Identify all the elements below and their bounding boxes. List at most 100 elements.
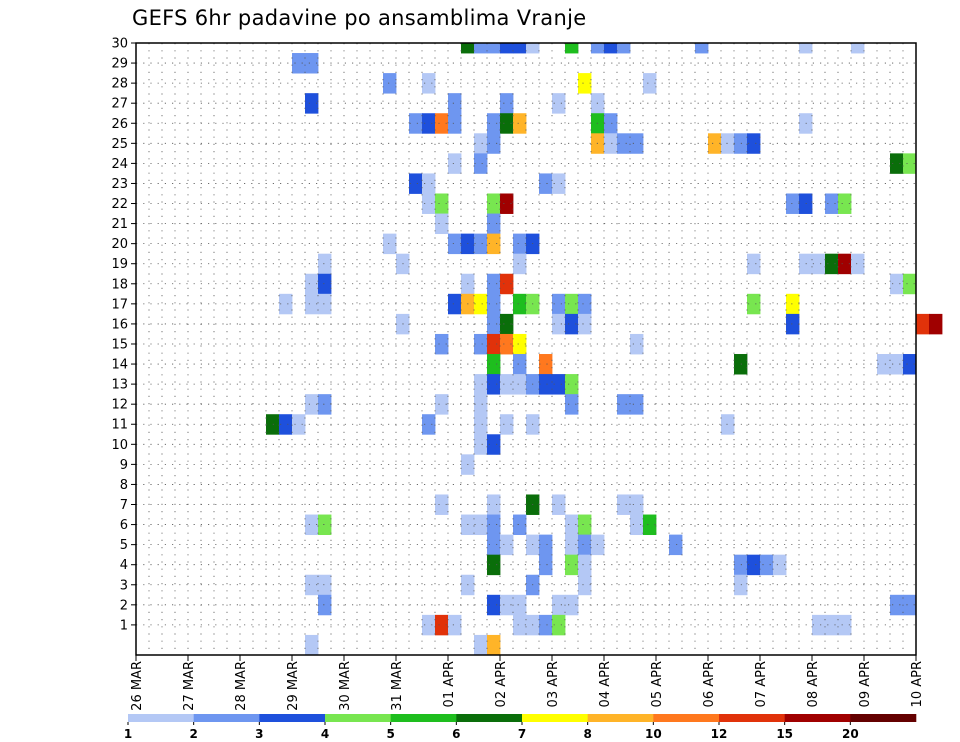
x-axis-ticks: 26 MAR 27 MAR 28 MAR 29 MAR 30 MAR 31 MAR 01 A… — [130, 655, 925, 711]
heatmap-cell — [435, 213, 449, 235]
heatmap-cell — [786, 313, 800, 335]
heatmap-cell — [565, 514, 579, 536]
colorbar-legend: 1 2 3 4 5 6 7 8 10 12 15 20 — [124, 714, 917, 741]
colorbar-swatch — [850, 714, 917, 722]
heatmap-cell — [617, 494, 631, 515]
colorbar-swatch — [522, 714, 588, 722]
heatmap-cell — [539, 173, 553, 194]
heatmap-cell — [630, 394, 644, 415]
heatmap-cell — [552, 614, 566, 636]
heatmap-cell — [617, 394, 631, 415]
x-tick-label: 31 MAR — [390, 661, 405, 711]
heatmap-cell — [903, 594, 917, 616]
heatmap-cell — [578, 554, 592, 576]
heatmap-cell — [474, 293, 488, 315]
y-tick-label: 4 — [120, 558, 128, 573]
heatmap-cell — [565, 313, 579, 335]
y-tick-label: 12 — [111, 398, 128, 413]
x-tick-label: 02 APR — [494, 661, 509, 707]
heatmap-cell — [448, 153, 462, 174]
colorbar-swatch — [784, 714, 851, 722]
heatmap-cell — [305, 394, 319, 415]
x-tick-label: 10 APR — [910, 661, 925, 707]
colorbar-swatch — [653, 714, 720, 722]
heatmap-cell — [747, 133, 761, 154]
colorbar-swatch — [325, 714, 391, 722]
heatmap-cell — [305, 93, 319, 114]
heatmap-cell — [487, 554, 501, 576]
heatmap-cell — [903, 153, 917, 174]
heatmap-cell — [487, 133, 501, 154]
y-tick-label: 24 — [111, 157, 128, 172]
x-tick-label: 01 APR — [442, 661, 457, 707]
heatmap-cell — [435, 193, 449, 214]
y-tick-label: 14 — [111, 358, 128, 373]
heatmap-cell — [604, 133, 618, 154]
heatmap-cell — [565, 594, 579, 616]
heatmap-cell — [617, 133, 631, 154]
heatmap-cell — [318, 394, 332, 415]
heatmap-cell — [500, 313, 514, 335]
y-tick-label: 7 — [120, 498, 128, 513]
heatmap-cell — [578, 73, 592, 94]
heatmap-cell — [292, 414, 306, 435]
heatmap-cell — [487, 514, 501, 536]
heatmap-cell — [851, 253, 865, 275]
heatmap-cell — [539, 354, 553, 375]
heatmap-cell — [500, 93, 514, 114]
y-tick-label: 28 — [111, 77, 128, 92]
heatmap-cell — [487, 43, 501, 54]
heatmap-cell — [487, 113, 501, 134]
y-tick-label: 21 — [111, 217, 128, 232]
colorbar-swatch — [390, 714, 457, 722]
heatmap-cell — [513, 43, 527, 54]
heatmap-cell — [435, 494, 449, 515]
chart-title: GEFS 6hr padavine po ansamblima Vranje — [132, 6, 587, 30]
heatmap-cell — [786, 293, 800, 315]
x-tick-label: 03 APR — [546, 661, 561, 707]
x-tick-label: 28 MAR — [234, 661, 249, 711]
heatmap-cell — [487, 333, 501, 355]
y-tick-label: 16 — [111, 317, 128, 332]
heatmap-cell — [513, 293, 527, 315]
heatmap-cell — [305, 574, 319, 596]
heatmap-cell — [448, 614, 462, 636]
heatmap-cell — [591, 43, 605, 54]
heatmap-cell — [318, 514, 332, 536]
heatmap-cell — [487, 354, 501, 375]
heatmap-cell — [695, 43, 709, 54]
y-tick-label: 9 — [120, 458, 128, 473]
x-tick-label: 09 APR — [858, 661, 873, 707]
colorbar-label: 2 — [189, 727, 197, 741]
heatmap-cell — [422, 113, 436, 134]
y-tick-label: 15 — [111, 337, 128, 352]
heatmap-cell — [461, 43, 475, 54]
heatmap-cell — [734, 574, 748, 596]
heatmap-cell — [630, 494, 644, 515]
x-tick-label: 05 APR — [650, 661, 665, 707]
heatmap-cell — [513, 253, 527, 275]
y-axis-ticks: 1234567891011121314151617181920212223242… — [111, 37, 136, 633]
heatmap-cell — [786, 193, 800, 214]
heatmap-cell — [500, 113, 514, 134]
heatmap-cell — [305, 634, 319, 656]
y-tick-label: 5 — [120, 538, 128, 553]
heatmap-cell — [487, 634, 501, 656]
y-tick-label: 2 — [120, 598, 128, 613]
x-tick-label: 26 MAR — [130, 661, 145, 711]
heatmap-cell — [890, 594, 904, 616]
heatmap-cell — [799, 43, 813, 54]
heatmap-cell — [474, 394, 488, 415]
heatmap-cell — [292, 53, 306, 74]
heatmap-cell — [318, 594, 332, 616]
colorbar-label: 3 — [255, 727, 263, 741]
colorbar-label: 6 — [452, 727, 460, 741]
heatmap-cell — [513, 354, 527, 375]
heatmap-cell — [435, 113, 449, 134]
heatmap-cell — [890, 153, 904, 174]
heatmap-cell — [877, 354, 891, 375]
heatmap-cell — [266, 414, 280, 435]
heatmap-cell — [513, 374, 527, 395]
heatmap-cell — [552, 173, 566, 194]
heatmap-cell — [630, 133, 644, 154]
